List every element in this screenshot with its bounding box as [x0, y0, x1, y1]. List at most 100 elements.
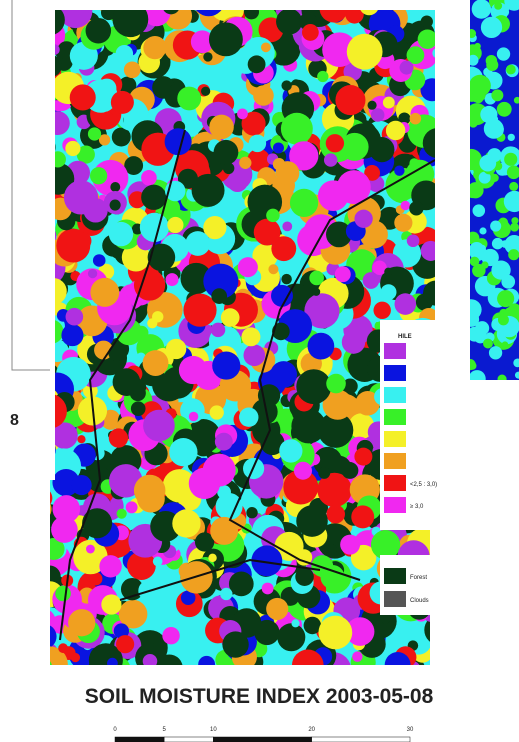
scale-tick-label: 5	[162, 727, 166, 733]
map-patch	[345, 5, 364, 24]
map-patch	[93, 254, 106, 267]
map-patch	[291, 619, 299, 627]
map-patch	[72, 475, 92, 495]
map-patch	[189, 412, 199, 422]
map-patch	[277, 623, 305, 651]
map-patch	[335, 85, 365, 115]
map-patch	[86, 545, 95, 554]
map-patch	[86, 18, 112, 44]
map-patch	[143, 36, 166, 59]
map-patch	[124, 61, 141, 78]
map-patch	[126, 501, 138, 513]
map-patch	[107, 658, 118, 669]
map-patch	[371, 530, 400, 559]
map-patch	[347, 34, 383, 70]
map-patch	[40, 576, 49, 585]
map-patch	[77, 435, 85, 443]
map-patch	[71, 653, 80, 662]
map-patch	[88, 269, 97, 278]
map-patch	[481, 17, 502, 38]
map-patch	[266, 209, 280, 223]
scale-segment	[312, 737, 410, 742]
map-patch	[167, 217, 183, 233]
map-patch	[55, 586, 71, 602]
map-patch	[169, 438, 197, 466]
map-patch	[249, 135, 267, 153]
map-patch	[384, 268, 392, 276]
legend: HILE <2,5 : 3,0)≥ 3,0ForestClouds	[380, 320, 437, 615]
map-patch	[400, 61, 414, 75]
map-patch	[110, 182, 120, 192]
map-patch	[354, 448, 372, 466]
map-patch	[409, 201, 423, 215]
map-patch	[185, 231, 210, 256]
map-title: SOIL MOISTURE INDEX 2003-05-08	[85, 685, 434, 708]
scale-tick-label: 30	[407, 727, 414, 733]
map-patch	[241, 327, 260, 346]
map-patch	[148, 244, 176, 272]
map-patch	[472, 0, 491, 19]
map-patch	[203, 52, 212, 61]
map-patch	[434, 190, 445, 201]
map-patch	[270, 361, 297, 388]
map-patch	[508, 134, 515, 141]
map-patch	[483, 339, 493, 349]
map-patch	[318, 467, 330, 479]
scale-bar: 05102030	[113, 727, 414, 742]
map-patch	[371, 108, 385, 122]
map-patch	[36, 477, 45, 486]
map-patch	[179, 356, 207, 384]
legend-swatch	[384, 497, 406, 513]
map-patch	[434, 357, 446, 369]
map-patch	[27, 393, 53, 419]
map-patch	[401, 201, 411, 211]
map-patch	[33, 406, 47, 420]
map-patch	[321, 0, 344, 11]
legend-swatch	[384, 387, 406, 403]
map-patch	[294, 462, 312, 480]
map-patch	[281, 113, 313, 145]
map-patch	[335, 266, 351, 282]
map-patch	[502, 341, 508, 347]
map-patch	[215, 433, 233, 451]
map-patch	[504, 153, 517, 166]
map-patch	[363, 272, 380, 289]
map-patch	[489, 346, 502, 359]
map-patch	[421, 15, 433, 27]
map-patch	[244, 4, 259, 19]
map-patch	[90, 167, 107, 184]
map-patch	[352, 651, 362, 661]
map-patch	[152, 311, 163, 322]
map-patch	[469, 75, 491, 97]
map-patch	[311, 555, 333, 577]
legend-swatch	[384, 475, 406, 491]
map-patch	[282, 221, 292, 231]
map-patch	[467, 55, 478, 66]
map-patch	[229, 572, 254, 597]
map-patch	[262, 583, 274, 595]
map-patch	[467, 29, 476, 38]
map-patch	[302, 24, 319, 41]
map-patch	[143, 350, 169, 376]
map-patch	[368, 101, 377, 110]
map-patch	[510, 223, 519, 232]
map-patch	[237, 108, 248, 119]
map-patch	[326, 505, 345, 524]
map-patch	[467, 182, 483, 198]
legend-swatch	[384, 365, 406, 381]
map-patch	[268, 264, 278, 274]
map-patch	[209, 115, 234, 140]
map-patch	[109, 428, 128, 447]
map-patch	[385, 652, 411, 678]
map-patch	[116, 45, 134, 63]
map-patch	[464, 312, 479, 327]
map-patch	[39, 375, 57, 393]
right-panel	[461, 0, 519, 387]
map-patch	[201, 87, 210, 96]
map-patch	[492, 238, 503, 249]
map-patch	[112, 1, 148, 37]
map-patch	[254, 219, 281, 246]
map-patch	[210, 405, 224, 419]
map-patch	[308, 333, 335, 360]
map-patch	[421, 241, 441, 261]
